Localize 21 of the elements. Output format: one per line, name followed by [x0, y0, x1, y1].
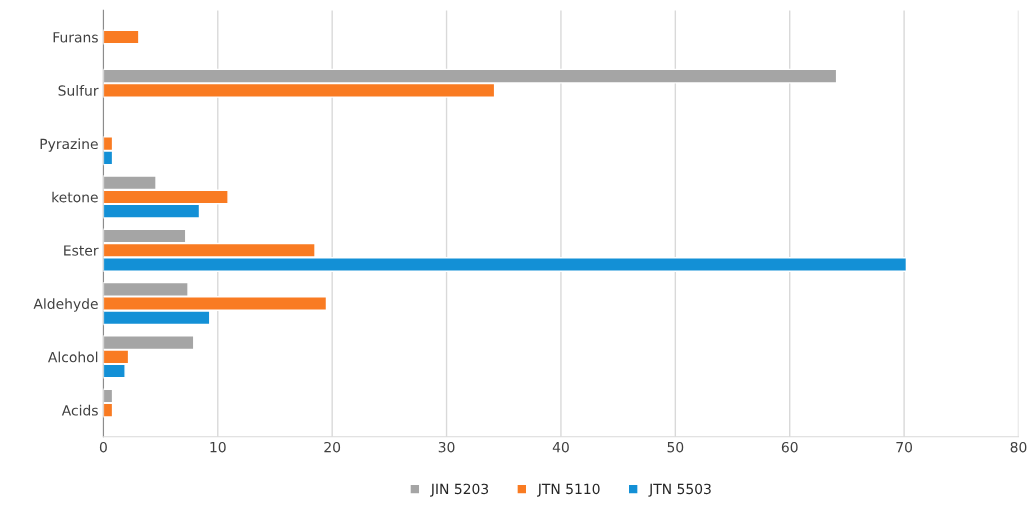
x-tick-label: 10 [210, 441, 226, 453]
x-tick-label: 50 [667, 441, 684, 453]
y-tick-label: Alcohol [47, 351, 98, 363]
y-tick-label: Ester [64, 245, 99, 256]
y-tick-label: Furans [53, 32, 98, 43]
y-tick-label: Aldehyde [33, 298, 98, 312]
x-tick-label: 80 [1010, 441, 1027, 453]
y-tick-label: ketone [52, 191, 98, 203]
legend-label: JTN 5110 [537, 483, 600, 497]
x-tick-label: 60 [781, 441, 798, 453]
bar [103, 29, 140, 45]
x-tick-label: 30 [438, 441, 455, 453]
y-tick-label: Pyrazine [40, 138, 98, 152]
y-tick-label: Sulfur [58, 85, 99, 96]
legend-label: JIN 5203 [430, 483, 489, 497]
y-tick-label: Acids [61, 404, 98, 416]
x-tick-label: 20 [324, 441, 341, 453]
x-tick-label: 0 [99, 441, 107, 453]
legend-label: JTN 5503 [648, 483, 711, 497]
x-tick-label: 40 [552, 441, 569, 453]
x-tick-label: 70 [896, 441, 913, 453]
